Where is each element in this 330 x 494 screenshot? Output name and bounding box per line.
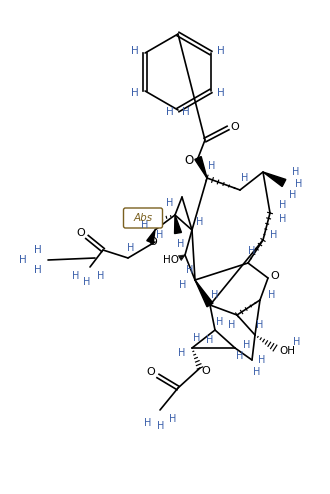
- Text: H: H: [34, 245, 42, 255]
- Text: Abs: Abs: [133, 213, 152, 223]
- Text: H: H: [292, 167, 300, 177]
- Text: H: H: [217, 88, 225, 98]
- Polygon shape: [195, 280, 213, 307]
- Text: OH: OH: [279, 346, 295, 356]
- Text: O: O: [231, 122, 239, 132]
- Text: H: H: [169, 414, 177, 424]
- Text: H: H: [236, 351, 244, 361]
- Text: O: O: [148, 237, 157, 247]
- Text: H: H: [34, 265, 42, 275]
- Text: O: O: [147, 367, 155, 377]
- Text: O: O: [202, 366, 211, 376]
- Text: H: H: [19, 255, 27, 265]
- Text: H: H: [166, 107, 174, 117]
- Text: O: O: [184, 155, 194, 167]
- Text: H: H: [208, 161, 216, 171]
- Text: H: H: [293, 337, 301, 347]
- Text: H: H: [83, 277, 91, 287]
- Text: H: H: [177, 239, 185, 249]
- Text: H: H: [131, 88, 139, 98]
- Text: H: H: [193, 333, 201, 343]
- Text: H: H: [217, 46, 225, 56]
- Polygon shape: [263, 172, 286, 187]
- Text: H: H: [289, 190, 297, 200]
- Text: H: H: [141, 220, 149, 230]
- Text: H: H: [72, 271, 80, 281]
- Text: O: O: [271, 271, 280, 281]
- Text: H: H: [279, 214, 287, 224]
- Text: H: H: [179, 280, 187, 290]
- Text: H: H: [186, 265, 194, 275]
- Polygon shape: [195, 157, 207, 178]
- Polygon shape: [147, 230, 155, 244]
- Text: H: H: [241, 173, 249, 183]
- Text: H: H: [97, 271, 105, 281]
- Text: H: H: [270, 230, 278, 240]
- Text: H: H: [243, 340, 251, 350]
- FancyBboxPatch shape: [123, 208, 162, 228]
- Text: H: H: [216, 317, 224, 327]
- Text: O: O: [77, 228, 85, 238]
- Polygon shape: [175, 215, 182, 234]
- Text: H: H: [248, 246, 256, 256]
- Text: HO: HO: [163, 255, 179, 265]
- Text: H: H: [157, 421, 165, 431]
- Text: H: H: [206, 335, 214, 345]
- Text: H: H: [295, 179, 303, 189]
- Text: H: H: [182, 107, 190, 117]
- Text: H: H: [256, 320, 264, 330]
- Text: H: H: [144, 418, 152, 428]
- Text: H: H: [211, 290, 219, 300]
- Text: H: H: [166, 198, 174, 208]
- Text: H: H: [253, 367, 261, 377]
- Text: H: H: [131, 46, 139, 56]
- Text: H: H: [268, 290, 276, 300]
- Text: H: H: [156, 230, 164, 240]
- Text: H: H: [258, 355, 266, 365]
- Text: H: H: [178, 348, 186, 358]
- Text: H: H: [196, 217, 204, 227]
- Text: H: H: [127, 243, 135, 253]
- Text: H: H: [279, 200, 287, 210]
- Text: H: H: [228, 320, 236, 330]
